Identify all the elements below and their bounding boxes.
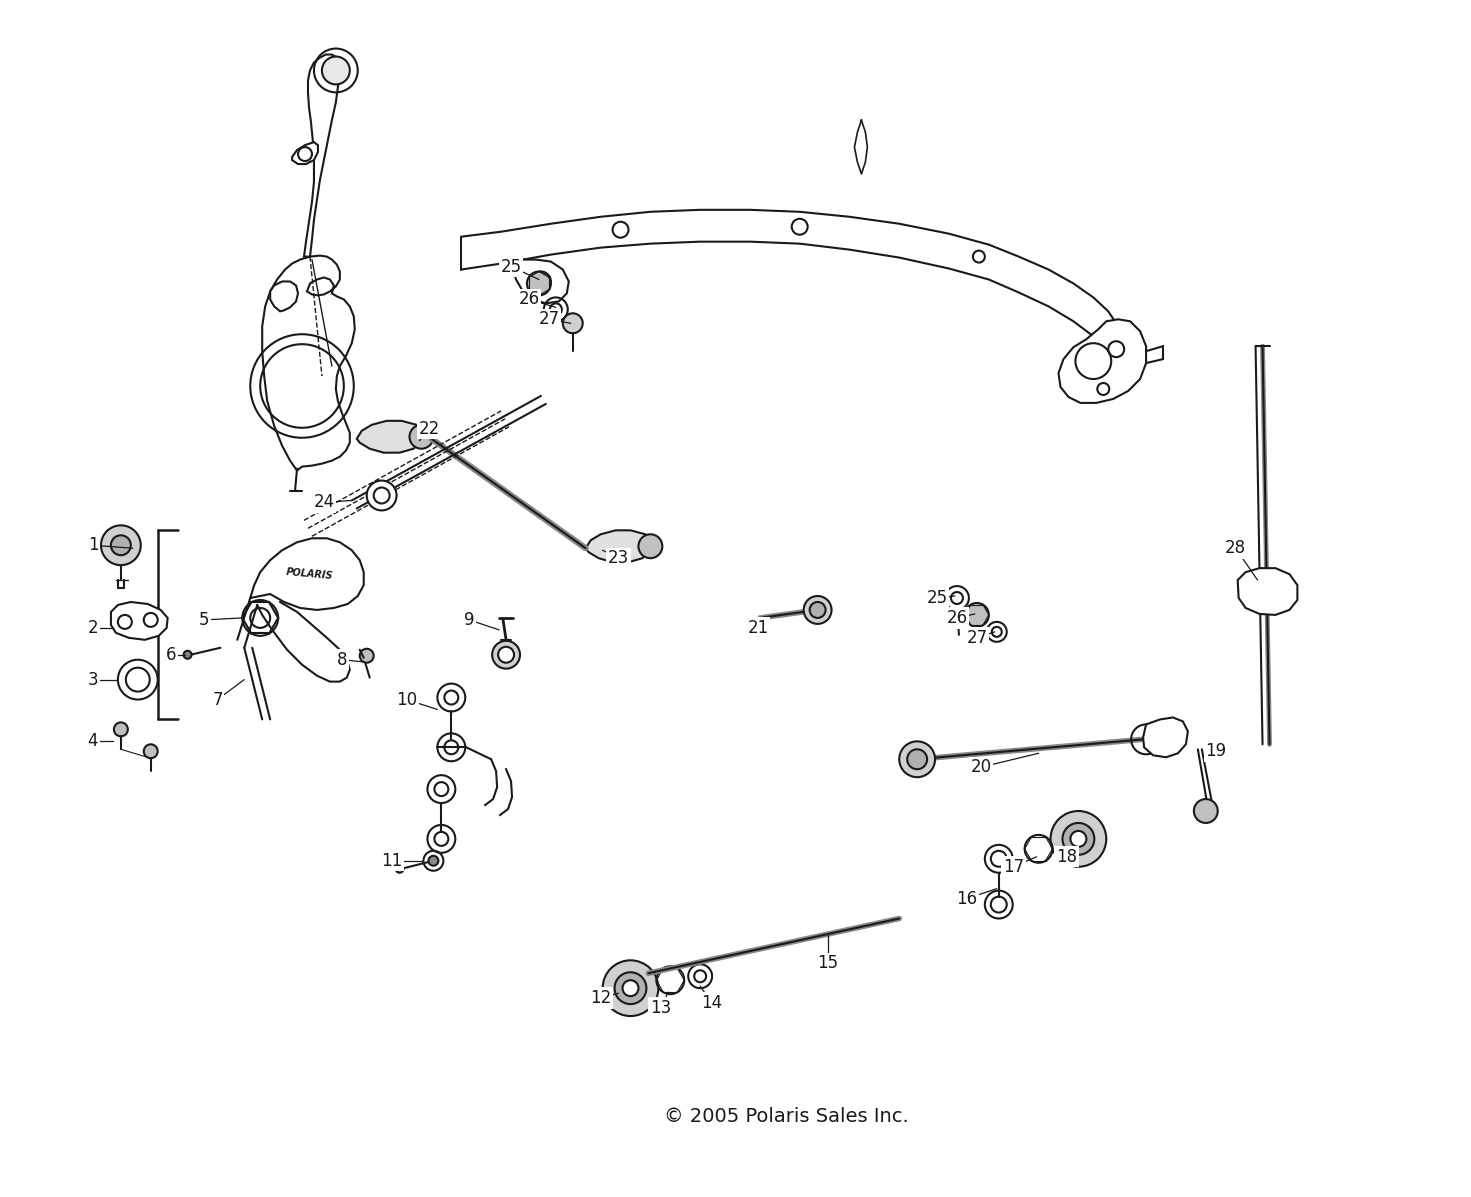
Circle shape bbox=[322, 56, 350, 85]
Circle shape bbox=[803, 596, 831, 624]
Polygon shape bbox=[110, 602, 168, 640]
Text: 20: 20 bbox=[971, 758, 991, 776]
Circle shape bbox=[965, 603, 989, 627]
Text: 23: 23 bbox=[608, 549, 630, 567]
Text: 6: 6 bbox=[165, 645, 177, 664]
Circle shape bbox=[101, 525, 141, 565]
Circle shape bbox=[409, 425, 434, 449]
Text: 16: 16 bbox=[956, 889, 978, 907]
Circle shape bbox=[366, 480, 397, 510]
Text: 18: 18 bbox=[1056, 847, 1077, 865]
Text: 10: 10 bbox=[396, 691, 418, 709]
Polygon shape bbox=[271, 281, 299, 311]
Text: 4: 4 bbox=[88, 733, 99, 751]
Text: 14: 14 bbox=[702, 995, 722, 1013]
Text: 8: 8 bbox=[337, 651, 347, 669]
Text: 2: 2 bbox=[88, 619, 99, 637]
Polygon shape bbox=[293, 142, 318, 164]
Text: 21: 21 bbox=[747, 619, 768, 637]
Text: 27: 27 bbox=[538, 310, 559, 328]
Text: 17: 17 bbox=[1003, 858, 1024, 876]
Circle shape bbox=[499, 646, 513, 663]
Circle shape bbox=[110, 535, 131, 555]
Circle shape bbox=[113, 723, 128, 736]
Polygon shape bbox=[585, 530, 652, 563]
Text: 13: 13 bbox=[650, 999, 671, 1017]
Circle shape bbox=[493, 640, 521, 669]
Circle shape bbox=[603, 960, 659, 1016]
Text: © 2005 Polaris Sales Inc.: © 2005 Polaris Sales Inc. bbox=[665, 1107, 909, 1126]
Circle shape bbox=[899, 741, 936, 777]
Text: 7: 7 bbox=[212, 691, 222, 709]
Circle shape bbox=[184, 651, 191, 658]
Polygon shape bbox=[357, 421, 424, 452]
Text: 1: 1 bbox=[88, 536, 99, 554]
Circle shape bbox=[144, 745, 157, 758]
Circle shape bbox=[396, 864, 403, 873]
Circle shape bbox=[615, 972, 646, 1004]
Polygon shape bbox=[304, 55, 340, 256]
Circle shape bbox=[1071, 831, 1087, 846]
Text: 28: 28 bbox=[1225, 539, 1246, 558]
Text: 5: 5 bbox=[199, 610, 210, 628]
Circle shape bbox=[428, 856, 438, 865]
Polygon shape bbox=[262, 256, 355, 470]
Text: 25: 25 bbox=[500, 257, 522, 275]
Circle shape bbox=[1050, 812, 1106, 867]
Circle shape bbox=[360, 649, 374, 663]
Circle shape bbox=[622, 980, 638, 996]
Polygon shape bbox=[1237, 569, 1297, 615]
Polygon shape bbox=[1143, 717, 1189, 758]
Polygon shape bbox=[510, 260, 569, 303]
Text: 22: 22 bbox=[419, 420, 440, 438]
Text: 27: 27 bbox=[966, 628, 987, 646]
Text: 26: 26 bbox=[518, 291, 540, 309]
Circle shape bbox=[908, 749, 927, 770]
Text: 9: 9 bbox=[463, 610, 475, 628]
Polygon shape bbox=[250, 539, 363, 610]
Circle shape bbox=[638, 534, 662, 558]
Circle shape bbox=[527, 272, 550, 296]
Text: 12: 12 bbox=[590, 989, 612, 1007]
Text: 11: 11 bbox=[381, 852, 402, 870]
Circle shape bbox=[1062, 824, 1094, 855]
Text: 3: 3 bbox=[88, 670, 99, 688]
Text: 26: 26 bbox=[946, 609, 968, 627]
Text: 24: 24 bbox=[313, 493, 334, 511]
Circle shape bbox=[1194, 800, 1218, 824]
Circle shape bbox=[563, 314, 583, 333]
Circle shape bbox=[809, 602, 825, 618]
Text: POLARIS: POLARIS bbox=[285, 567, 334, 582]
Text: 19: 19 bbox=[1205, 742, 1227, 760]
Text: 15: 15 bbox=[816, 954, 838, 972]
Text: 25: 25 bbox=[927, 589, 947, 607]
Polygon shape bbox=[1059, 320, 1146, 403]
